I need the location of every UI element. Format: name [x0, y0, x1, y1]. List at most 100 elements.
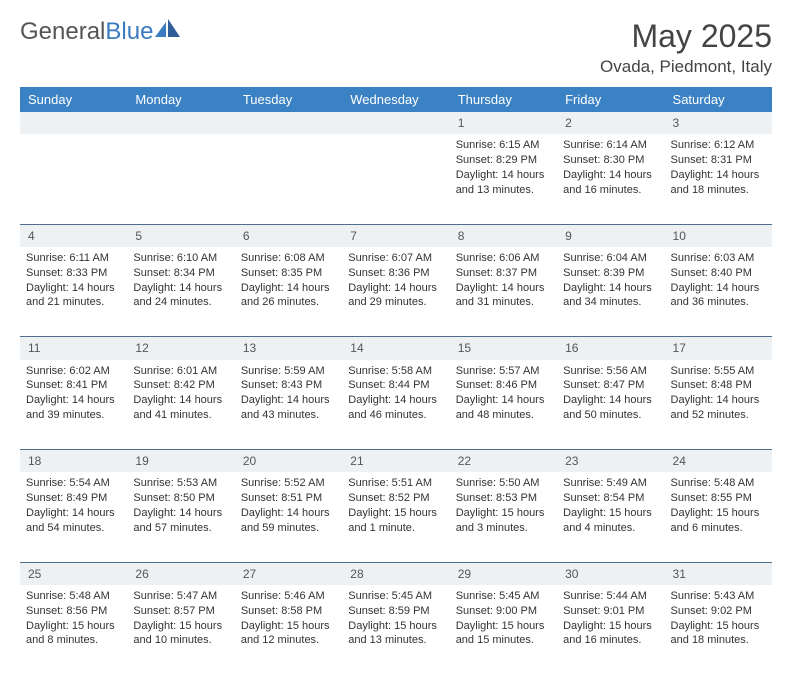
day-number-cell: 4 — [20, 224, 127, 247]
day-number-cell: 1 — [450, 112, 557, 134]
header: GeneralBlue May 2025 Ovada, Piedmont, It… — [20, 18, 772, 77]
day-detail-cell: Sunrise: 6:03 AMSunset: 8:40 PMDaylight:… — [665, 247, 772, 337]
day-detail-cell: Sunrise: 6:01 AMSunset: 8:42 PMDaylight:… — [127, 360, 234, 450]
title-block: May 2025 Ovada, Piedmont, Italy — [600, 18, 772, 77]
logo-text-part1: General — [20, 18, 105, 46]
day-detail-cell: Sunrise: 5:56 AMSunset: 8:47 PMDaylight:… — [557, 360, 664, 450]
day-number-cell: 6 — [235, 224, 342, 247]
daylight-text: Daylight: 14 hours and 36 minutes. — [671, 281, 766, 311]
daylight-text: Daylight: 15 hours and 15 minutes. — [456, 619, 551, 649]
day-detail-cell — [127, 134, 234, 224]
sunset-text: Sunset: 8:41 PM — [26, 378, 121, 393]
day-detail-cell: Sunrise: 5:45 AMSunset: 9:00 PMDaylight:… — [450, 585, 557, 675]
sunset-text: Sunset: 8:29 PM — [456, 153, 551, 168]
day-detail-cell: Sunrise: 5:48 AMSunset: 8:56 PMDaylight:… — [20, 585, 127, 675]
sunset-text: Sunset: 8:40 PM — [671, 266, 766, 281]
month-title: May 2025 — [600, 18, 772, 55]
sunset-text: Sunset: 9:01 PM — [563, 604, 658, 619]
sunset-text: Sunset: 8:56 PM — [26, 604, 121, 619]
sunset-text: Sunset: 8:33 PM — [26, 266, 121, 281]
daylight-text: Daylight: 14 hours and 39 minutes. — [26, 393, 121, 423]
sunset-text: Sunset: 8:55 PM — [671, 491, 766, 506]
day-detail-cell: Sunrise: 5:49 AMSunset: 8:54 PMDaylight:… — [557, 472, 664, 562]
daylight-text: Daylight: 15 hours and 10 minutes. — [133, 619, 228, 649]
weekday-header: Thursday — [450, 87, 557, 112]
day-detail-row: Sunrise: 6:02 AMSunset: 8:41 PMDaylight:… — [20, 360, 772, 450]
weekday-header-row: Sunday Monday Tuesday Wednesday Thursday… — [20, 87, 772, 112]
day-detail-cell: Sunrise: 5:55 AMSunset: 8:48 PMDaylight:… — [665, 360, 772, 450]
weekday-header: Friday — [557, 87, 664, 112]
daylight-text: Daylight: 14 hours and 41 minutes. — [133, 393, 228, 423]
weekday-header: Tuesday — [235, 87, 342, 112]
sunrise-text: Sunrise: 5:58 AM — [348, 364, 443, 379]
sunset-text: Sunset: 8:57 PM — [133, 604, 228, 619]
sunset-text: Sunset: 8:52 PM — [348, 491, 443, 506]
sunset-text: Sunset: 8:35 PM — [241, 266, 336, 281]
day-detail-cell: Sunrise: 5:52 AMSunset: 8:51 PMDaylight:… — [235, 472, 342, 562]
location-subtitle: Ovada, Piedmont, Italy — [600, 57, 772, 77]
day-number-cell: 2 — [557, 112, 664, 134]
weekday-header: Monday — [127, 87, 234, 112]
day-detail-cell: Sunrise: 6:08 AMSunset: 8:35 PMDaylight:… — [235, 247, 342, 337]
daylight-text: Daylight: 14 hours and 16 minutes. — [563, 168, 658, 198]
day-detail-row: Sunrise: 6:15 AMSunset: 8:29 PMDaylight:… — [20, 134, 772, 224]
sunset-text: Sunset: 8:53 PM — [456, 491, 551, 506]
sunrise-text: Sunrise: 5:47 AM — [133, 589, 228, 604]
sunset-text: Sunset: 8:42 PM — [133, 378, 228, 393]
sunrise-text: Sunrise: 6:12 AM — [671, 138, 766, 153]
sunrise-text: Sunrise: 5:53 AM — [133, 476, 228, 491]
sunrise-text: Sunrise: 5:57 AM — [456, 364, 551, 379]
sunrise-text: Sunrise: 5:46 AM — [241, 589, 336, 604]
daylight-text: Daylight: 14 hours and 18 minutes. — [671, 168, 766, 198]
day-number-cell: 3 — [665, 112, 772, 134]
day-number-cell: 22 — [450, 450, 557, 473]
day-number-cell: 13 — [235, 337, 342, 360]
day-number-cell: 29 — [450, 562, 557, 585]
sunset-text: Sunset: 8:49 PM — [26, 491, 121, 506]
sunrise-text: Sunrise: 5:48 AM — [26, 589, 121, 604]
day-detail-cell: Sunrise: 6:14 AMSunset: 8:30 PMDaylight:… — [557, 134, 664, 224]
daylight-text: Daylight: 14 hours and 43 minutes. — [241, 393, 336, 423]
day-number-row: 11121314151617 — [20, 337, 772, 360]
sunrise-text: Sunrise: 5:52 AM — [241, 476, 336, 491]
sunrise-text: Sunrise: 6:11 AM — [26, 251, 121, 266]
day-detail-cell: Sunrise: 5:54 AMSunset: 8:49 PMDaylight:… — [20, 472, 127, 562]
day-number-cell: 15 — [450, 337, 557, 360]
sunrise-text: Sunrise: 6:06 AM — [456, 251, 551, 266]
day-number-cell: 21 — [342, 450, 449, 473]
sunrise-text: Sunrise: 6:03 AM — [671, 251, 766, 266]
sunset-text: Sunset: 9:00 PM — [456, 604, 551, 619]
sunrise-text: Sunrise: 5:45 AM — [348, 589, 443, 604]
sunrise-text: Sunrise: 5:50 AM — [456, 476, 551, 491]
daylight-text: Daylight: 14 hours and 26 minutes. — [241, 281, 336, 311]
sunrise-text: Sunrise: 5:43 AM — [671, 589, 766, 604]
daylight-text: Daylight: 15 hours and 4 minutes. — [563, 506, 658, 536]
logo: GeneralBlue — [20, 18, 181, 46]
day-number-cell: 24 — [665, 450, 772, 473]
sunrise-text: Sunrise: 6:14 AM — [563, 138, 658, 153]
day-number-cell: 26 — [127, 562, 234, 585]
sunset-text: Sunset: 8:36 PM — [348, 266, 443, 281]
day-number-cell: 17 — [665, 337, 772, 360]
day-number-cell: 30 — [557, 562, 664, 585]
day-number-cell: 23 — [557, 450, 664, 473]
weekday-header: Wednesday — [342, 87, 449, 112]
day-number-cell: 18 — [20, 450, 127, 473]
sunset-text: Sunset: 8:34 PM — [133, 266, 228, 281]
daylight-text: Daylight: 14 hours and 50 minutes. — [563, 393, 658, 423]
day-detail-cell: Sunrise: 6:10 AMSunset: 8:34 PMDaylight:… — [127, 247, 234, 337]
day-detail-cell: Sunrise: 6:12 AMSunset: 8:31 PMDaylight:… — [665, 134, 772, 224]
day-number-cell: 12 — [127, 337, 234, 360]
daylight-text: Daylight: 14 hours and 48 minutes. — [456, 393, 551, 423]
sunrise-text: Sunrise: 6:01 AM — [133, 364, 228, 379]
sunset-text: Sunset: 8:46 PM — [456, 378, 551, 393]
day-number-cell: 19 — [127, 450, 234, 473]
day-number-row: 18192021222324 — [20, 450, 772, 473]
sunrise-text: Sunrise: 5:45 AM — [456, 589, 551, 604]
day-number-cell: 11 — [20, 337, 127, 360]
calendar-table: Sunday Monday Tuesday Wednesday Thursday… — [20, 87, 772, 675]
day-detail-row: Sunrise: 5:54 AMSunset: 8:49 PMDaylight:… — [20, 472, 772, 562]
day-number-cell: 31 — [665, 562, 772, 585]
daylight-text: Daylight: 15 hours and 18 minutes. — [671, 619, 766, 649]
sunset-text: Sunset: 8:43 PM — [241, 378, 336, 393]
